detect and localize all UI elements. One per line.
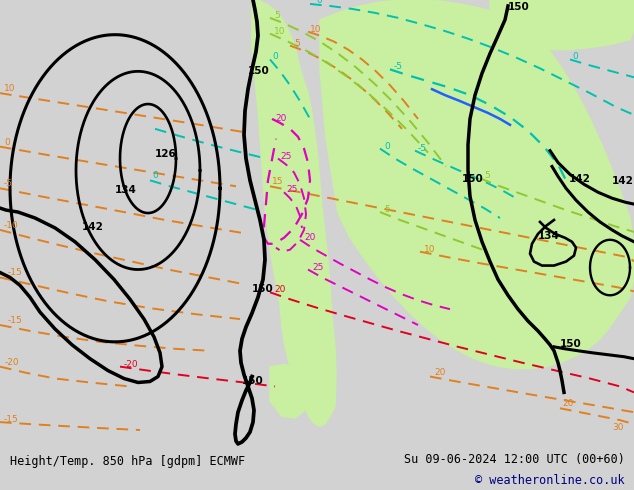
Text: 25: 25 xyxy=(280,151,292,161)
Text: -5: -5 xyxy=(4,179,13,188)
Text: 15: 15 xyxy=(272,177,283,186)
Text: 0: 0 xyxy=(572,52,578,61)
Text: -10: -10 xyxy=(4,221,19,230)
Text: 126: 126 xyxy=(155,148,177,159)
Text: Su 09-06-2024 12:00 UTC (00+60): Su 09-06-2024 12:00 UTC (00+60) xyxy=(404,453,624,466)
Text: 142: 142 xyxy=(569,174,591,184)
Text: 150: 150 xyxy=(248,66,269,76)
Text: 0: 0 xyxy=(4,138,10,147)
Text: 150: 150 xyxy=(462,174,484,184)
Text: 10: 10 xyxy=(310,24,321,34)
Polygon shape xyxy=(490,0,634,49)
Text: 0: 0 xyxy=(384,142,390,150)
Text: 5: 5 xyxy=(294,39,300,48)
Text: -5: -5 xyxy=(394,62,403,72)
Text: -15: -15 xyxy=(4,415,19,424)
Text: 150: 150 xyxy=(508,2,530,12)
Text: 20: 20 xyxy=(274,285,285,294)
Text: -5: -5 xyxy=(418,144,427,152)
Text: 142: 142 xyxy=(612,176,634,186)
Text: © weatheronline.co.uk: © weatheronline.co.uk xyxy=(475,474,624,487)
Text: 10: 10 xyxy=(4,84,15,93)
Text: 5: 5 xyxy=(274,11,280,20)
Text: 0: 0 xyxy=(316,0,321,5)
Text: 5: 5 xyxy=(484,172,489,180)
Text: 20: 20 xyxy=(562,399,573,408)
Text: 5: 5 xyxy=(384,205,390,214)
Text: 142: 142 xyxy=(82,222,104,232)
Polygon shape xyxy=(320,0,634,368)
Polygon shape xyxy=(252,0,336,426)
Text: 0: 0 xyxy=(272,52,278,61)
Text: 20: 20 xyxy=(275,114,287,123)
Text: -20: -20 xyxy=(124,360,139,368)
Text: 150: 150 xyxy=(252,284,274,294)
Text: 10: 10 xyxy=(424,245,436,254)
Text: 30: 30 xyxy=(612,423,623,432)
Text: 134: 134 xyxy=(115,185,137,195)
Text: 20: 20 xyxy=(434,368,445,376)
Text: 150: 150 xyxy=(560,339,582,349)
Text: -20: -20 xyxy=(5,358,20,367)
Text: -15: -15 xyxy=(8,269,23,277)
Text: 25: 25 xyxy=(312,263,323,271)
Text: Height/Temp. 850 hPa [gdpm] ECMWF: Height/Temp. 850 hPa [gdpm] ECMWF xyxy=(10,455,245,468)
Text: -15: -15 xyxy=(8,316,23,325)
Text: 150: 150 xyxy=(242,376,264,387)
Text: 25: 25 xyxy=(286,185,297,194)
Polygon shape xyxy=(270,365,310,418)
Text: 10: 10 xyxy=(274,26,285,36)
Text: 134: 134 xyxy=(538,231,560,241)
Text: 20: 20 xyxy=(304,233,315,242)
Text: 0: 0 xyxy=(152,172,158,180)
